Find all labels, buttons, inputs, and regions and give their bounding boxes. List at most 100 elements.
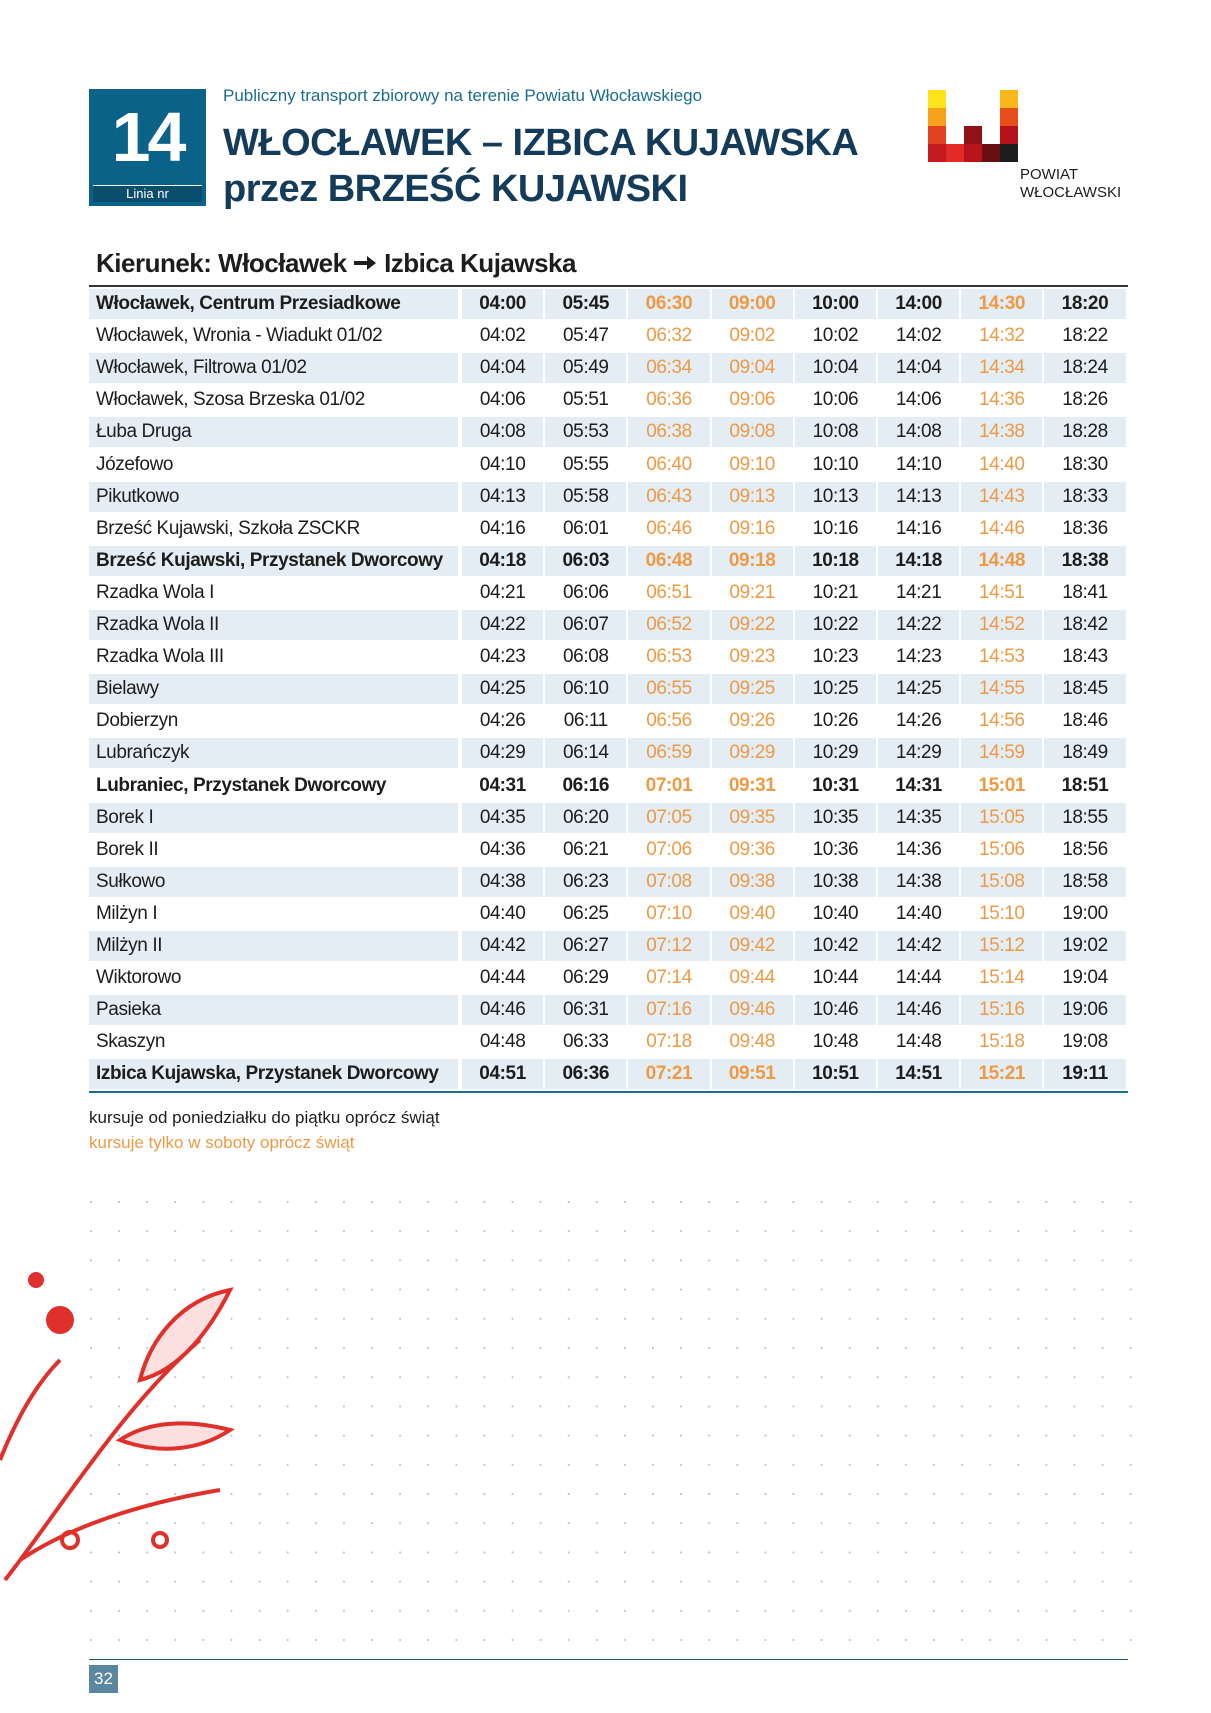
departure-time: 04:29 — [462, 738, 544, 769]
departure-time: 14:23 — [895, 646, 942, 668]
departure-time: 09:31 — [728, 774, 776, 796]
table-row: Sułkowo 04:38 06:23 07:08 09:38 10:38 14:38 15:… — [89, 866, 1128, 899]
departure-time: 06:31 — [545, 995, 627, 1026]
departure-time: 10:16 — [812, 517, 859, 539]
departure-time: 04:06 — [479, 389, 526, 411]
departure-time: 14:00 — [878, 289, 960, 319]
departure-time: 10:02 — [812, 325, 859, 347]
stop-name: Lubraniec, Przystanek Dworcowy — [96, 774, 386, 796]
departure-time: 18:45 — [1044, 674, 1126, 705]
departure-time: 07:14 — [646, 967, 692, 989]
departure-time: 06:56 — [646, 710, 692, 732]
departure-time: 04:23 — [479, 646, 526, 668]
stop-name: Włocławek, Szosa Brzeska 01/02 — [96, 389, 365, 411]
departure-time: 18:20 — [1044, 289, 1126, 319]
table-row: Bielawy 04:25 06:10 06:55 09:25 10:25 14:25 14:… — [89, 674, 1128, 706]
direction-from: Włocławek — [218, 248, 347, 278]
departure-time: 06:51 — [646, 581, 692, 603]
departure-time: 05:58 — [545, 481, 627, 512]
departure-time: 06:16 — [562, 774, 610, 796]
departure-time: 04:25 — [462, 674, 544, 705]
departure-time: 06:08 — [563, 646, 609, 668]
departure-time: 10:29 — [794, 738, 876, 769]
table-row: Łuba Druga 04:08 05:53 06:38 09:08 10:08 14:08… — [89, 417, 1128, 449]
departure-time: 10:48 — [812, 1031, 859, 1053]
departure-time: 09:42 — [711, 931, 793, 961]
stop-name: Brześć Kujawski, Przystanek Dworcowy — [89, 545, 458, 576]
departure-time: 09:08 — [711, 417, 793, 448]
dot-grid — [89, 1200, 1134, 1645]
stop-name: Borek II — [96, 838, 159, 860]
departure-time: 18:38 — [1044, 545, 1126, 576]
table-row: Pasieka 04:46 06:31 07:16 09:46 10:46 14:46 15:… — [89, 995, 1128, 1027]
departure-time: 06:32 — [646, 325, 692, 347]
departure-time: 10:31 — [812, 774, 859, 796]
departure-time: 18:46 — [1062, 710, 1108, 732]
departure-time: 09:44 — [729, 967, 775, 989]
departure-time: 14:32 — [979, 325, 1025, 347]
footer-rule — [89, 1659, 1128, 1660]
table-row: Lubraniec, Przystanek Dworcowy 04:31 06:16… — [89, 771, 1128, 803]
table-row: Włocławek, Wronia - Wiadukt 01/02 04:02 05… — [89, 321, 1128, 353]
logo-line: WŁOCŁAWSKI — [1020, 184, 1122, 201]
departure-time: 19:08 — [1062, 1031, 1108, 1053]
departure-time: 04:16 — [479, 517, 526, 539]
departure-time: 10:26 — [812, 710, 859, 732]
departure-time: 14:53 — [979, 646, 1025, 668]
departure-time: 14:52 — [961, 610, 1043, 640]
departure-time: 09:16 — [729, 517, 775, 539]
table-row: Borek II 04:36 06:21 07:06 09:36 10:36 14:36 15… — [89, 835, 1128, 867]
stop-name: Włocławek, Filtrowa 01/02 — [89, 353, 458, 384]
departure-time: 15:12 — [961, 931, 1043, 961]
departure-time: 09:46 — [711, 995, 793, 1026]
departure-time: 06:43 — [628, 481, 710, 512]
departure-time: 04:48 — [479, 1031, 526, 1053]
departure-time: 19:11 — [1044, 1059, 1126, 1090]
departure-time: 14:40 — [979, 453, 1025, 475]
departure-time: 09:22 — [711, 610, 793, 640]
table-row: Rzadka Wola III 04:23 06:08 06:53 09:23 10:23… — [89, 642, 1128, 674]
departure-time: 06:10 — [545, 674, 627, 705]
stop-name: Wiktorowo — [96, 967, 182, 989]
departure-time: 14:40 — [895, 902, 942, 924]
departure-time: 18:41 — [1062, 581, 1108, 603]
departure-time: 19:06 — [1044, 995, 1126, 1026]
departure-time: 04:04 — [462, 353, 544, 384]
departure-time: 14:36 — [895, 838, 942, 860]
departure-time: 10:46 — [794, 995, 876, 1026]
stop-name: Włocławek, Centrum Przesiadkowe — [89, 289, 458, 319]
stop-name: Milżyn I — [96, 902, 158, 924]
table-row: Lubrańczyk 04:29 06:14 06:59 09:29 10:29 14:29… — [89, 738, 1128, 770]
departure-time: 06:07 — [545, 610, 627, 640]
departure-time: 04:36 — [479, 838, 526, 860]
departure-time: 10:00 — [794, 289, 876, 319]
departure-time: 09:25 — [711, 674, 793, 705]
departure-time: 06:59 — [628, 738, 710, 769]
departure-time: 06:53 — [646, 646, 692, 668]
stop-name: Rzadka Wola II — [89, 610, 458, 640]
departure-time: 06:34 — [628, 353, 710, 384]
departure-time: 05:53 — [545, 417, 627, 448]
departure-time: 09:04 — [711, 353, 793, 384]
table-row: Izbica Kujawska, Przystanek Dworcowy 04:5… — [89, 1059, 1128, 1091]
direction-to: Izbica Kujawska — [384, 248, 576, 278]
title: przez BRZEŚĆ KUJAWSKI — [223, 168, 688, 210]
departure-time: 09:23 — [729, 646, 775, 668]
direction-label: Kierunek: — [96, 248, 212, 278]
departure-time: 14:46 — [878, 995, 960, 1026]
departure-time: 06:20 — [545, 802, 627, 833]
departure-time: 14:08 — [878, 417, 960, 448]
line-label: Linia nr — [93, 185, 202, 202]
departure-time: 15:14 — [979, 967, 1025, 989]
departure-time: 06:06 — [563, 581, 609, 603]
departure-time: 18:22 — [1062, 325, 1108, 347]
departure-time: 10:25 — [794, 674, 876, 705]
table-row: Brześć Kujawski, Szkoła ZSCKR 04:16 06:01 0… — [89, 514, 1128, 546]
departure-time: 07:06 — [646, 838, 692, 860]
departure-time: 09:38 — [711, 866, 793, 897]
departure-time: 14:48 — [895, 1031, 942, 1053]
stop-name: Rzadka Wola I — [96, 581, 215, 603]
departure-time: 10:42 — [794, 931, 876, 961]
departure-time: 14:02 — [895, 325, 942, 347]
stop-name: Izbica Kujawska, Przystanek Dworcowy — [89, 1059, 458, 1090]
